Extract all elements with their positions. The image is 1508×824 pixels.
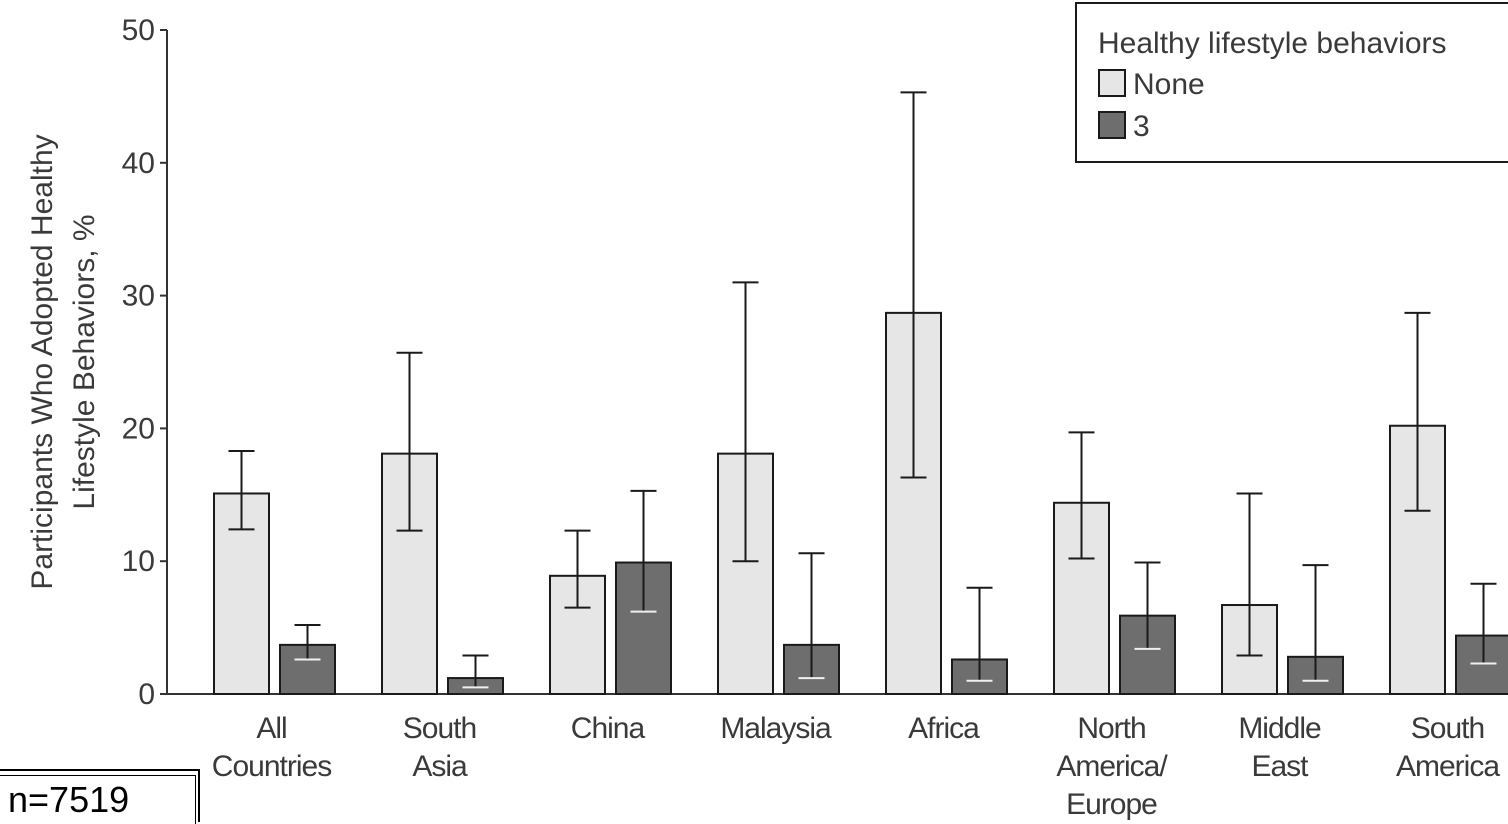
bar-none-0 [213, 492, 270, 695]
legend-swatch-none [1098, 69, 1126, 97]
legend: Healthy lifestyle behaviors None 3 [1075, 2, 1508, 163]
x-category-label: Europe [1066, 788, 1157, 821]
legend-label-3: 3 [1133, 110, 1150, 143]
x-category-label: America/ [1056, 750, 1168, 783]
legend-swatch-3 [1098, 111, 1126, 139]
x-category-label: Countries [212, 750, 331, 783]
y-axis-title-line: Participants Who Adopted Healthy [26, 134, 59, 589]
sample-size-box: n=7519 [0, 769, 200, 824]
y-tick-label: 0 [138, 678, 155, 711]
x-category-label: Middle [1238, 712, 1321, 745]
x-category-label: Asia [412, 750, 468, 783]
x-category-label: China [571, 712, 646, 745]
y-tick-label: 20 [122, 412, 155, 445]
y-tick-label: 10 [122, 545, 155, 578]
legend-box [1075, 2, 1508, 163]
x-category-label: South [1411, 712, 1484, 745]
bar-3-7 [1455, 634, 1508, 695]
x-category-label: Malaysia [720, 712, 832, 745]
y-axis-title-line: Lifestyle Behaviors, % [68, 214, 101, 509]
x-category-label: America [1396, 750, 1500, 783]
sample-size-label: n=7519 [8, 779, 130, 820]
bars [213, 91, 1508, 696]
x-category-label: East [1251, 750, 1309, 783]
y-tick-label: 50 [122, 14, 155, 47]
x-category-label: South [403, 712, 476, 745]
y-tick-label: 30 [122, 280, 155, 313]
x-axis-labels: All Countries South Asia China Malaysia Africa… [212, 712, 1502, 821]
sample-size-box-inner-border [0, 775, 196, 824]
x-category-label: All [256, 712, 286, 745]
legend-label-none: None [1133, 68, 1205, 101]
y-axis-title: Participants Who Adopted Healthy Lifestyl… [26, 134, 101, 589]
x-category-label: Africa [908, 712, 980, 745]
legend-title: Healthy lifestyle behaviors [1098, 27, 1447, 60]
y-tick-label: 40 [122, 147, 155, 180]
x-category-label: North [1077, 712, 1145, 745]
